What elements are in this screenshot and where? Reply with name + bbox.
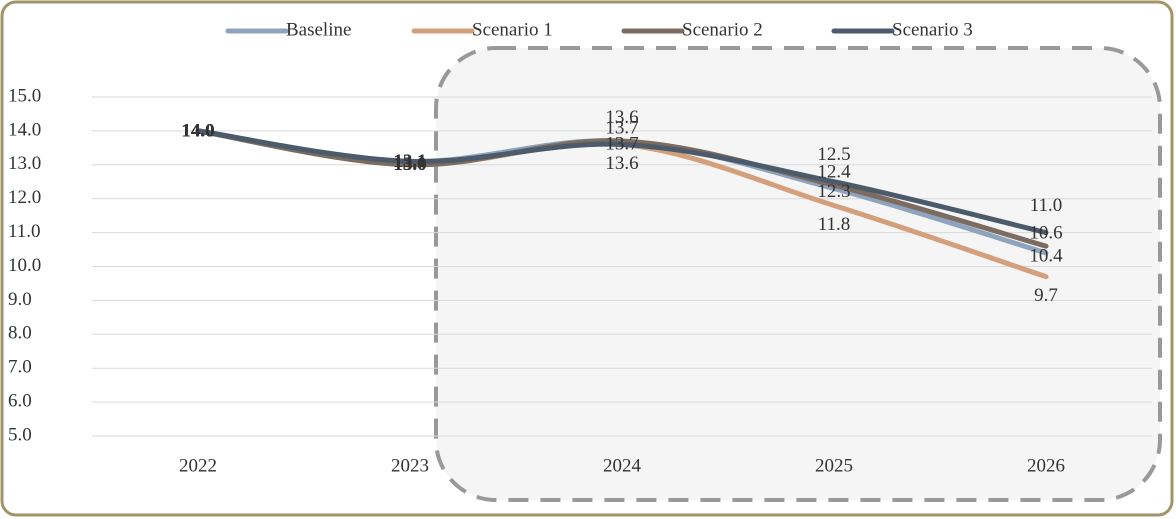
data-label: 11.0 — [1030, 195, 1063, 216]
plot: 14.013.113.712.310.414.013.0 13.611.89.71… — [181, 107, 1063, 306]
legend-label: Baseline — [286, 19, 351, 40]
data-label: 14.0 — [181, 120, 214, 141]
data-label: 10.4 — [1029, 245, 1063, 266]
data-label: 13.7 — [605, 133, 638, 154]
x-tick-label: 2024 — [603, 455, 642, 476]
y-tick-label: 15.0 — [8, 85, 41, 106]
legend-label: Scenario 3 — [892, 19, 973, 40]
data-label: 12.4 — [817, 161, 851, 182]
data-label: 14.0 — [181, 120, 214, 141]
x-tick-label: 2022 — [179, 455, 217, 476]
x-tick-label: 2026 — [1027, 455, 1065, 476]
forecast-region — [434, 46, 1162, 502]
data-label: 14.0 — [181, 120, 214, 141]
legend-label: Scenario 2 — [682, 19, 763, 40]
y-tick-label: 13.0 — [8, 153, 41, 174]
y-tick-label: 7.0 — [8, 357, 32, 378]
data-label: 12.3 — [817, 181, 850, 202]
data-label: 13.6 — [605, 153, 638, 174]
y-tick-label: 9.0 — [8, 289, 32, 310]
y-tick-label: 11.0 — [8, 221, 41, 242]
data-label: 13.0 — [393, 154, 426, 175]
legend-label: Scenario 1 — [472, 19, 553, 40]
x-tick-label: 2025 — [815, 455, 853, 476]
data-label: 13.1 — [393, 151, 426, 172]
series-line — [195, 128, 1049, 249]
y-tick-label: 12.0 — [8, 187, 41, 208]
data-label: 13.6 — [605, 107, 638, 128]
y-tick-label: 6.0 — [8, 390, 32, 411]
data-label: 12.5 — [817, 144, 850, 165]
grid — [92, 96, 1152, 437]
data-label: 9.7 — [1034, 285, 1058, 306]
data-label: 14.0 — [181, 120, 214, 141]
data-label: 13.0 — [393, 154, 426, 175]
data-label: 13.7 — [605, 117, 638, 138]
data-label: 13.1 — [393, 151, 426, 172]
y-tick-label: 14.0 — [8, 119, 41, 140]
data-label: 10.6 — [1029, 223, 1062, 244]
x-tick-label: 2023 — [391, 455, 429, 476]
y-tick-label: 5.0 — [8, 424, 32, 445]
y-tick-label: 8.0 — [8, 323, 32, 344]
series-line — [195, 128, 1049, 236]
data-label: 11.8 — [818, 214, 851, 235]
y-tick-label: 10.0 — [8, 255, 41, 276]
